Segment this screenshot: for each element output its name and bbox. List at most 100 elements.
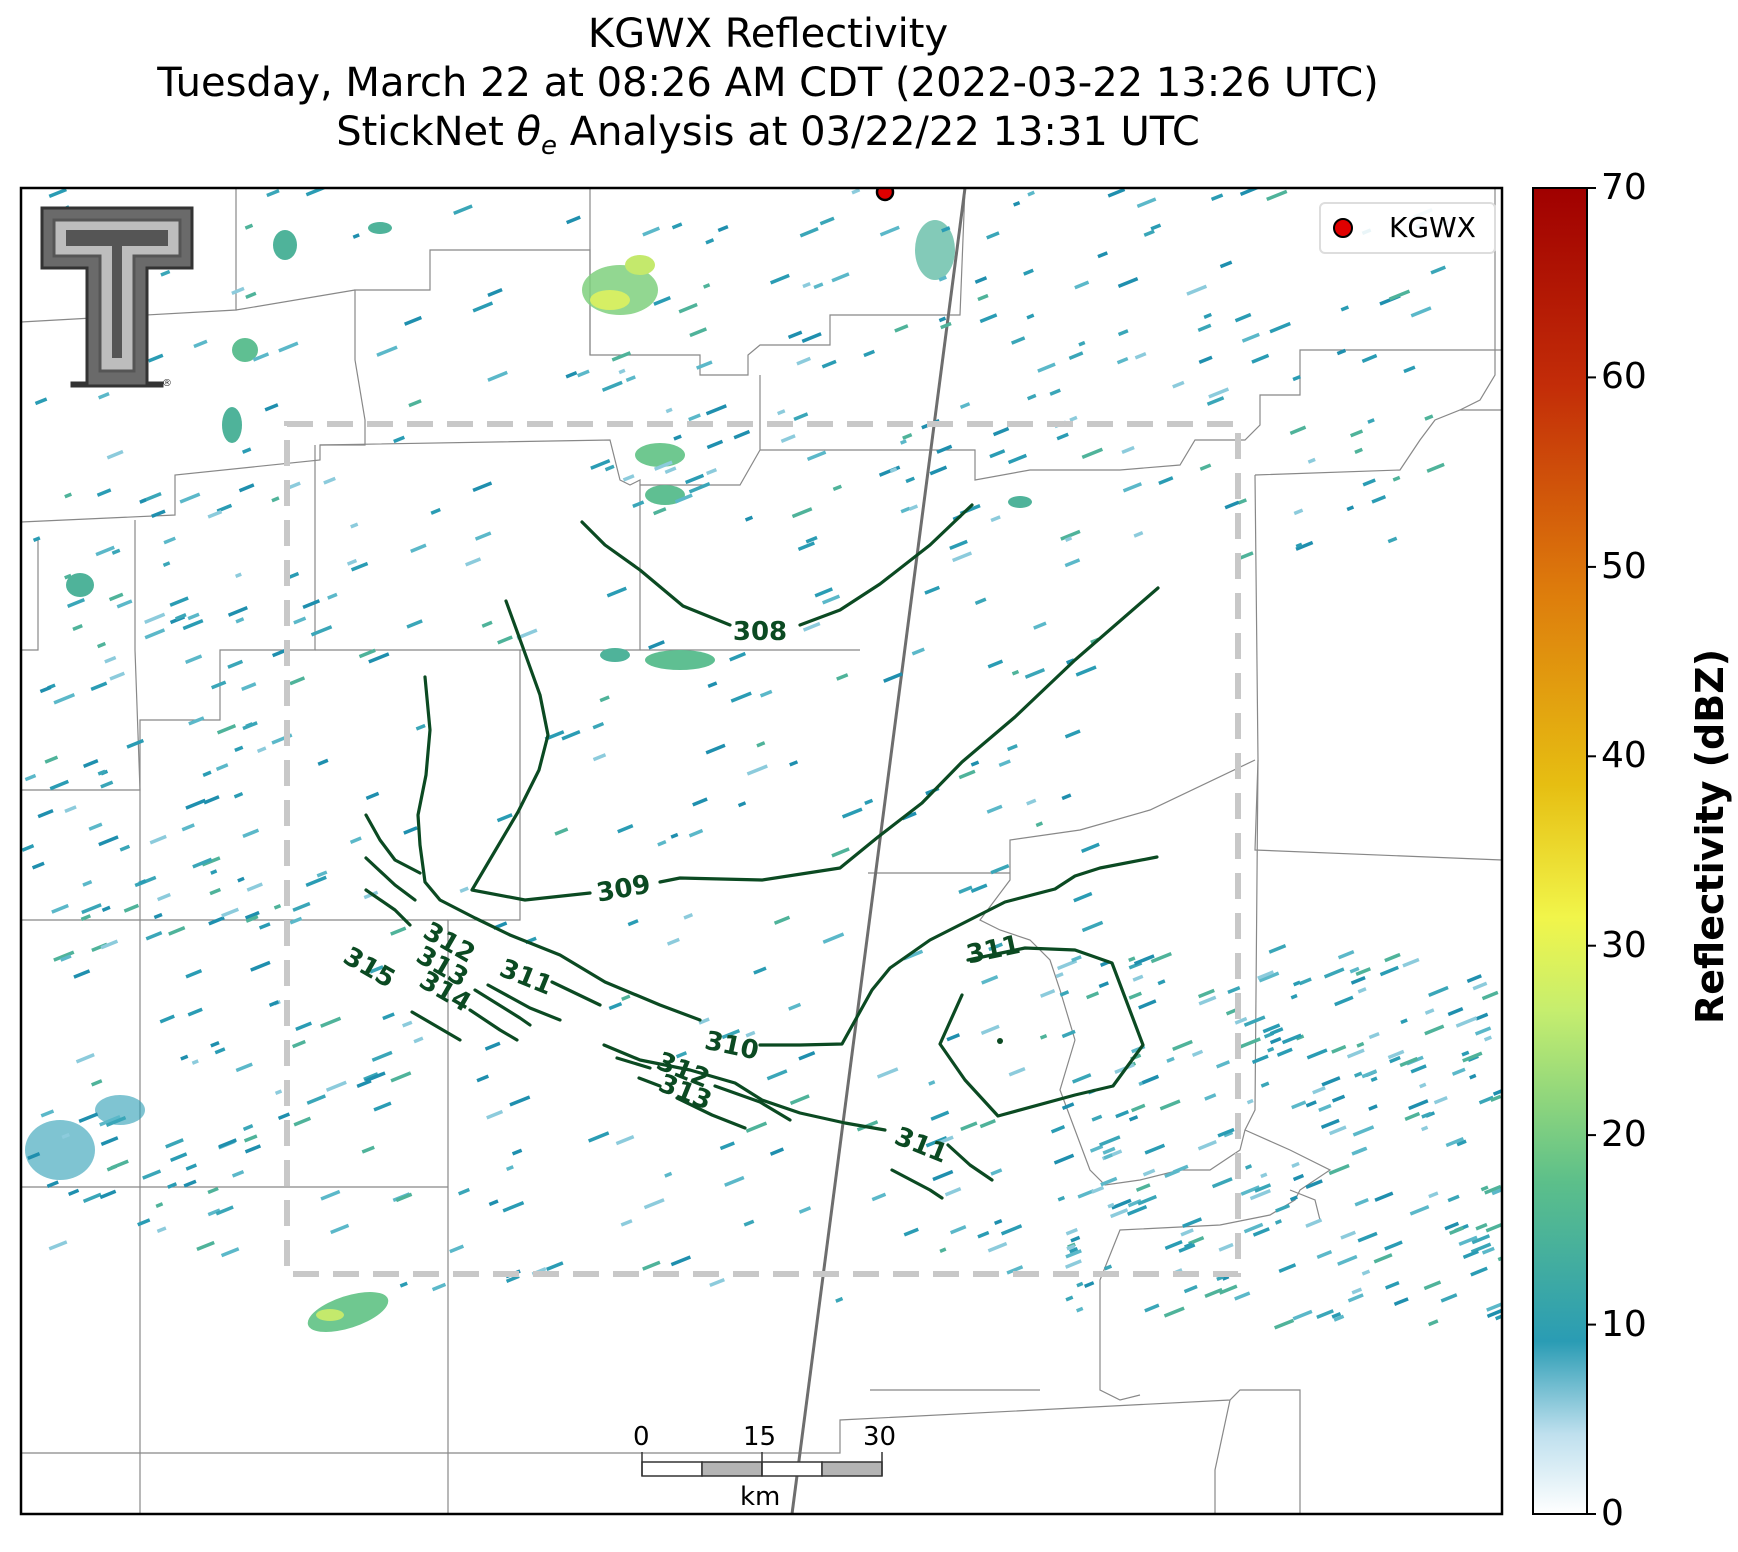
echo-speck [1455,1016,1478,1028]
echo-speck [665,407,673,414]
echo-speck [587,1131,610,1143]
echo-speck [1351,1287,1363,1295]
echo-speck [1102,1146,1116,1155]
echo-speck [1121,445,1135,455]
echo-speck [753,966,767,975]
echo-speck [1295,540,1314,551]
echo-speck [1099,1135,1121,1147]
echo-speck [1075,665,1097,677]
echo-speck [1191,1049,1204,1057]
echo-speck [1354,1146,1368,1155]
echo-speck [48,1240,68,1251]
echo-speck [474,531,492,541]
echo-speck [1143,229,1155,237]
echo-speck [235,617,245,624]
echo-speck [1403,365,1416,374]
echo-speck [1490,1094,1502,1103]
colorbar-tick-label: 10 [1601,1304,1647,1345]
echo-speck [1387,536,1398,544]
colorbar-tick-label: 0 [1601,1493,1624,1534]
echo-speck [39,685,52,694]
echo-speck [97,641,107,649]
echo-speck [151,509,166,519]
echo-speck [1056,432,1069,441]
echo-speck [1252,1227,1270,1237]
echo-speck [1292,1309,1313,1321]
echo-speck [744,515,754,522]
echo-speck [1224,500,1240,510]
echo-speck [156,1226,167,1234]
echo-speck [1305,1218,1323,1228]
echo-speck [105,1115,127,1127]
echo-speck [256,746,267,753]
echo-speck [155,1202,164,1208]
contour-314 [468,1008,519,1042]
echo-speck [196,1240,215,1252]
colorbar-tick-label: 20 [1601,1114,1647,1155]
echo-cell [232,338,258,362]
echo-speck [481,620,493,628]
echo-speck [1243,1015,1266,1027]
echo-speck [671,222,683,230]
echo-speck [608,1001,623,1011]
echo-speck [44,755,59,764]
echo-speck [410,543,427,553]
echo-speck [620,1219,633,1227]
echo-speck [1061,1029,1076,1039]
echo-speck [1357,987,1367,994]
echo-speck [1172,380,1185,389]
echo-speck [1307,457,1316,464]
echo-speck [797,541,815,552]
echo-speck [928,1080,936,1086]
echo-speck [733,429,751,440]
echo-speck [1133,531,1144,538]
echo-speck [1333,1314,1345,1322]
echo-speck [32,536,41,543]
echo-speck [100,1136,119,1147]
echo-speck [185,798,206,810]
echo-speck [1393,1297,1409,1306]
reflectivity-echoes [21,188,1502,1333]
echo-speck [1064,536,1073,542]
echo-speck [505,1165,514,1172]
echo-speck [1316,1249,1333,1259]
echo-speck [901,811,917,821]
echo-speck [1470,1266,1488,1277]
echo-speck [21,844,35,852]
echo-speck [110,1159,129,1170]
echo-speck [977,293,989,302]
echo-speck [1219,260,1233,269]
echo-speck [1384,952,1401,963]
echo-speck [642,226,661,237]
echo-speck [1306,1048,1328,1060]
title-line-3-prefix: StickNet [336,109,517,155]
echo-speck [325,1080,347,1092]
echo-speck [1408,1099,1429,1111]
echo-speck [88,822,103,831]
echo-speck [1065,1227,1078,1236]
echo-speck [1234,1291,1251,1301]
echo-speck [516,628,538,640]
echo-speck [1379,965,1399,977]
echo-speck [1269,321,1291,334]
echo-speck [590,458,611,470]
echo-speck [863,349,875,358]
echo-speck [1316,1309,1334,1319]
echo-speck [1150,223,1162,231]
echo-speck [1091,1185,1105,1194]
echo-speck [1137,1194,1157,1206]
echo-speck [368,652,390,664]
echo-cell [600,648,630,662]
echo-speck [1186,284,1208,296]
echo-speck [1188,1236,1205,1246]
legend-label: KGWX [1389,211,1476,244]
echo-speck [207,1208,221,1217]
echo-speck [1026,313,1035,320]
echo-speck [988,942,1003,952]
echo-cell [1008,496,1032,508]
echo-speck [796,356,811,366]
echo-speck [1260,1081,1270,1088]
echo-speck [806,450,827,462]
echo-speck [900,439,907,445]
echo-speck [938,316,947,323]
